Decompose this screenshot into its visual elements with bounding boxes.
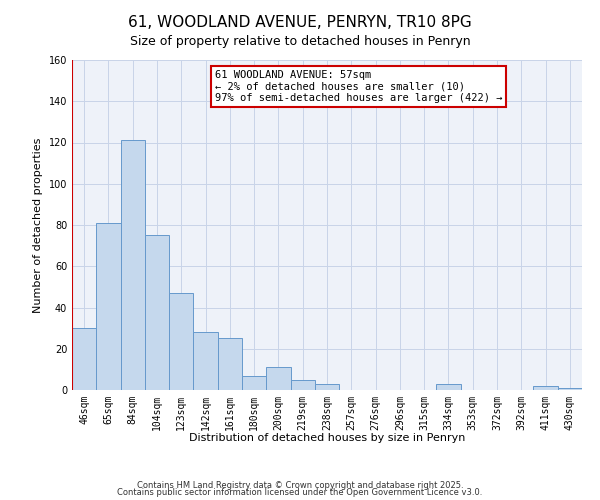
- Bar: [436, 384, 461, 390]
- Text: Contains HM Land Registry data © Crown copyright and database right 2025.: Contains HM Land Registry data © Crown c…: [137, 480, 463, 490]
- Bar: [533, 386, 558, 390]
- Bar: [145, 236, 169, 390]
- Text: 61, WOODLAND AVENUE, PENRYN, TR10 8PG: 61, WOODLAND AVENUE, PENRYN, TR10 8PG: [128, 15, 472, 30]
- Y-axis label: Number of detached properties: Number of detached properties: [33, 138, 43, 312]
- Text: Contains public sector information licensed under the Open Government Licence v3: Contains public sector information licen…: [118, 488, 482, 497]
- X-axis label: Distribution of detached houses by size in Penryn: Distribution of detached houses by size …: [189, 433, 465, 443]
- Bar: [290, 380, 315, 390]
- Bar: [96, 223, 121, 390]
- Bar: [193, 332, 218, 390]
- Bar: [169, 293, 193, 390]
- Bar: [558, 388, 582, 390]
- Bar: [242, 376, 266, 390]
- Bar: [315, 384, 339, 390]
- Bar: [121, 140, 145, 390]
- Bar: [72, 328, 96, 390]
- Bar: [218, 338, 242, 390]
- Bar: [266, 368, 290, 390]
- Text: 61 WOODLAND AVENUE: 57sqm
← 2% of detached houses are smaller (10)
97% of semi-d: 61 WOODLAND AVENUE: 57sqm ← 2% of detach…: [215, 70, 502, 103]
- Text: Size of property relative to detached houses in Penryn: Size of property relative to detached ho…: [130, 35, 470, 48]
